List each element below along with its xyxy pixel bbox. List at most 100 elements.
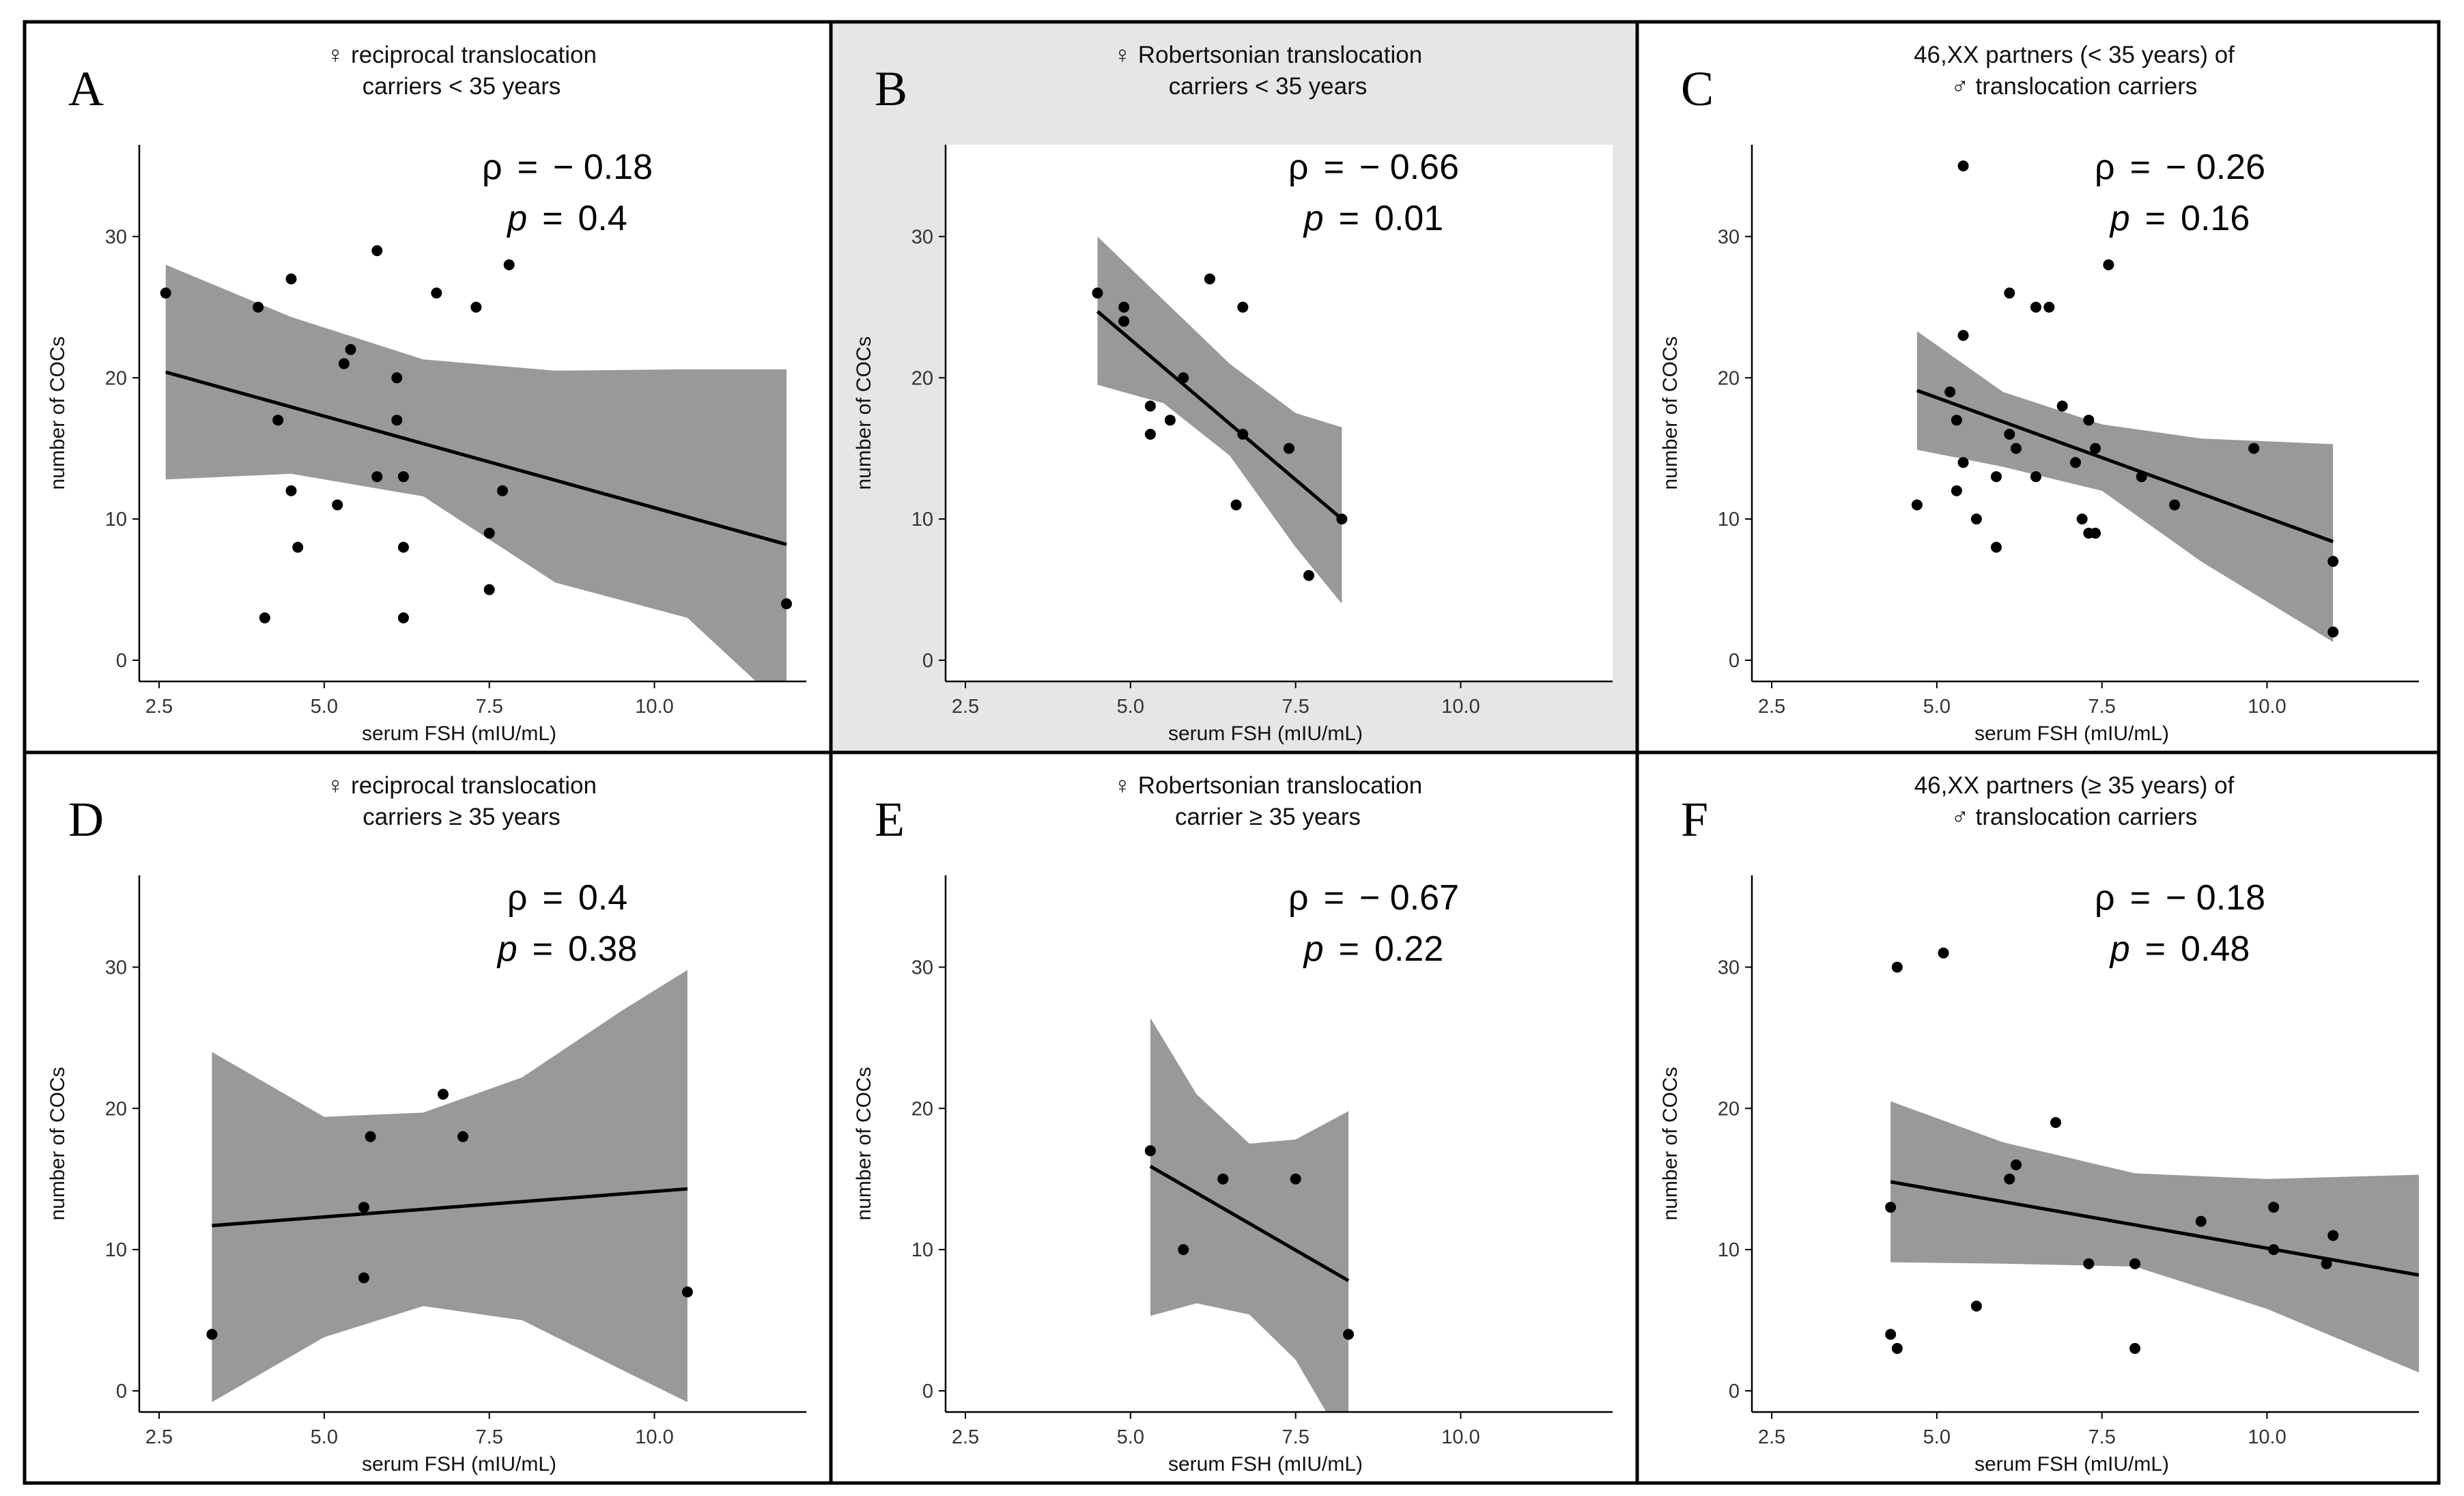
chart-title-line: ♀ reciprocal translocation	[326, 772, 597, 799]
data-point	[470, 301, 482, 313]
y-axis-label: number of COCs	[853, 336, 875, 490]
panel-a: 2.5 5.0 7.5 10.0 0 10 20 30 serum FSH (mIU/mL) nu…	[25, 22, 831, 752]
y-tick-label: 0	[1729, 650, 1740, 672]
y-tick-label: 20	[1718, 1098, 1740, 1120]
data-point	[1092, 287, 1103, 299]
p-symbol: p	[2109, 929, 2130, 969]
data-point	[1237, 301, 1249, 313]
y-tick-label: 20	[105, 1098, 127, 1120]
x-tick-label: 10.0	[1441, 696, 1479, 718]
data-point	[391, 414, 403, 426]
y-axis-label: number of COCs	[46, 1067, 69, 1220]
x-tick-label: 2.5	[952, 1426, 979, 1448]
data-point	[1290, 1173, 1301, 1185]
y-tick-label: 20	[911, 367, 933, 389]
panel-background	[831, 752, 1637, 1483]
data-point	[1885, 1202, 1897, 1213]
data-point	[1911, 499, 1923, 511]
chart-title-line: carriers < 35 years	[1169, 73, 1368, 100]
panel-d: 2.5 5.0 7.5 10.0 0 10 20 30 serum FSH (mIU/mL) nu…	[25, 752, 831, 1483]
panel-background	[1637, 22, 2439, 752]
p-equals: =	[2145, 929, 2166, 969]
y-tick-label: 20	[105, 367, 127, 389]
data-point	[160, 287, 171, 299]
regression-line	[1916, 389, 2334, 544]
chart-title-line: carriers ≥ 35 years	[363, 804, 561, 830]
rho-equals: =	[2130, 147, 2151, 187]
x-tick-label: 5.0	[1923, 1426, 1951, 1448]
data-point	[358, 1202, 369, 1213]
data-point	[1230, 499, 1242, 511]
data-point	[2069, 457, 2081, 468]
p-symbol: p	[2109, 199, 2130, 238]
x-axis-label: serum FSH (mIU/mL)	[1168, 1453, 1363, 1476]
confidence-band	[1150, 1017, 1349, 1412]
chart-title-line: 46,XX partners (≥ 35 years) of	[1914, 772, 2235, 799]
panel-f: 2.5 5.0 7.5 10.0 0 10 20 30 serum FSH (mIU/mL) nu…	[1637, 752, 2439, 1483]
p-annotation: p = 0.01	[1303, 199, 1444, 238]
rho-symbol: ρ	[507, 878, 528, 918]
p-annotation: p = 0.38	[496, 929, 638, 969]
p-value: 0.48	[2181, 929, 2250, 969]
p-annotation: p = 0.16	[2109, 199, 2250, 238]
data-point	[1970, 1300, 1982, 1312]
p-annotation: p = 0.48	[2109, 929, 2250, 969]
panel-background	[1637, 752, 2439, 1483]
data-point	[2103, 259, 2114, 270]
data-point	[391, 372, 403, 384]
x-tick-label: 7.5	[2088, 696, 2116, 718]
data-point	[397, 612, 409, 623]
data-point	[1164, 414, 1176, 426]
x-tick-label: 7.5	[2088, 1426, 2116, 1448]
chart-title-line: ♀ Robertsonian translocation	[1114, 42, 1422, 68]
rho-annotation: ρ = − 0.18	[482, 147, 653, 187]
rho-value: − 0.66	[1359, 147, 1459, 187]
x-tick-label: 5.0	[1117, 696, 1144, 718]
data-point	[1951, 414, 1962, 426]
chart-title-line: carrier ≥ 35 years	[1175, 804, 1361, 830]
y-axis-label: number of COCs	[1659, 336, 1682, 490]
p-annotation: p = 0.22	[1303, 929, 1444, 969]
rho-symbol: ρ	[1288, 147, 1309, 187]
data-point	[681, 1286, 693, 1298]
confidence-band	[212, 970, 688, 1402]
rho-value: 0.4	[578, 878, 627, 918]
data-point	[483, 584, 495, 595]
data-point	[206, 1329, 218, 1340]
x-tick-label: 10.0	[635, 1426, 673, 1448]
y-tick-label: 20	[1718, 367, 1740, 389]
data-point	[1178, 372, 1189, 384]
rho-symbol: ρ	[482, 147, 502, 187]
regression-line	[1890, 1180, 2419, 1277]
data-point	[2083, 1258, 2095, 1269]
data-point	[1284, 442, 1295, 454]
confidence-band	[1916, 331, 2334, 643]
p-annotation: p = 0.4	[506, 199, 627, 238]
data-point	[1118, 301, 1130, 313]
y-axis-label: number of COCs	[46, 336, 69, 490]
x-tick-label: 2.5	[1758, 696, 1785, 718]
data-point	[397, 471, 409, 483]
x-tick-label: 2.5	[1758, 1426, 1785, 1448]
p-equals: =	[533, 929, 553, 969]
data-point	[2030, 471, 2041, 483]
p-equals: =	[1339, 929, 1359, 969]
data-point	[437, 1088, 449, 1100]
p-value: 0.22	[1374, 929, 1443, 969]
data-point	[1217, 1173, 1229, 1185]
rho-equals: =	[518, 147, 538, 187]
p-value: 0.38	[568, 929, 637, 969]
data-point	[457, 1131, 468, 1142]
p-symbol: p	[1303, 199, 1324, 238]
y-tick-label: 0	[922, 650, 933, 672]
confidence-band	[1097, 236, 1342, 604]
data-point	[1891, 961, 1903, 973]
rho-equals: =	[542, 878, 563, 918]
data-point	[780, 598, 792, 610]
x-tick-label: 7.5	[476, 696, 503, 718]
panel-letter: C	[1681, 61, 1714, 116]
data-point	[2010, 1159, 2022, 1171]
rho-equals: =	[1324, 878, 1344, 918]
regression-line	[212, 1187, 688, 1228]
